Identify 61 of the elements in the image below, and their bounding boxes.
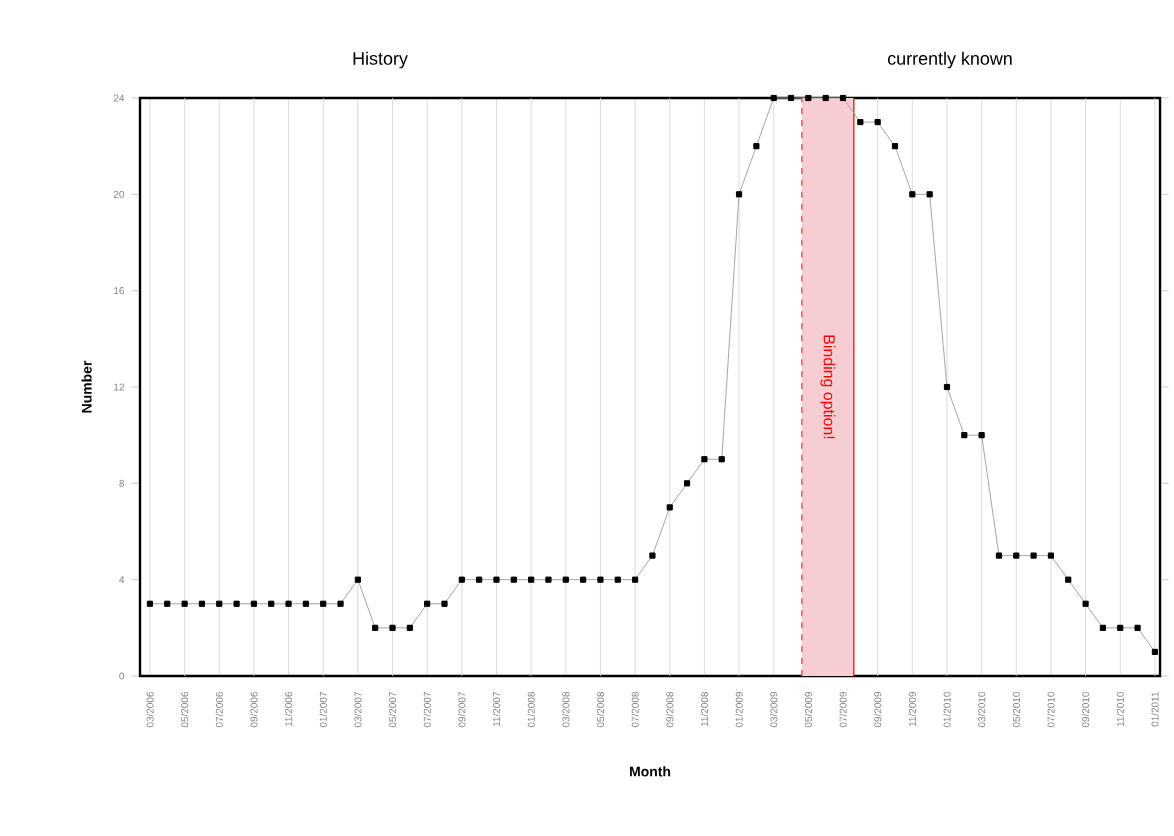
point (943, 383, 951, 391)
point (1082, 600, 1089, 607)
point (164, 600, 171, 607)
point (839, 94, 847, 102)
point (995, 552, 1003, 559)
point (268, 600, 275, 607)
point (441, 600, 448, 607)
point (1065, 576, 1072, 583)
point (857, 118, 864, 126)
point (1117, 624, 1124, 631)
text: History (353, 51, 408, 69)
point (285, 600, 292, 607)
point (909, 191, 916, 198)
point (198, 600, 206, 607)
point (424, 600, 431, 607)
point (874, 118, 881, 126)
point (649, 552, 656, 559)
point (302, 600, 309, 607)
point (666, 504, 673, 511)
point (770, 94, 777, 102)
point (406, 624, 413, 631)
point (614, 576, 621, 583)
point (1099, 624, 1107, 631)
point (1047, 552, 1055, 559)
point (597, 576, 604, 583)
point (632, 576, 639, 583)
point (510, 576, 517, 583)
point (493, 576, 500, 583)
point (146, 600, 154, 607)
point (372, 624, 379, 631)
point (528, 576, 535, 583)
point (1013, 552, 1020, 559)
point (562, 576, 569, 583)
point (545, 576, 552, 583)
point (337, 600, 344, 607)
point (753, 143, 760, 150)
point (354, 576, 361, 583)
point (181, 600, 188, 607)
point (389, 624, 396, 631)
point (683, 480, 691, 487)
point (216, 600, 223, 607)
point (926, 191, 933, 198)
point (961, 432, 968, 439)
point (701, 456, 708, 463)
point (891, 143, 899, 150)
point (718, 456, 725, 463)
point (580, 576, 587, 583)
point (476, 576, 483, 583)
point (1030, 552, 1037, 559)
text: currently known (887, 51, 1012, 69)
point (458, 576, 465, 583)
point (822, 94, 829, 102)
point (250, 600, 257, 607)
point (233, 600, 240, 607)
point (978, 432, 985, 439)
point (320, 600, 327, 607)
point (1151, 648, 1158, 656)
point (735, 191, 743, 198)
point (1134, 624, 1141, 631)
point (805, 94, 812, 102)
point (787, 94, 795, 102)
